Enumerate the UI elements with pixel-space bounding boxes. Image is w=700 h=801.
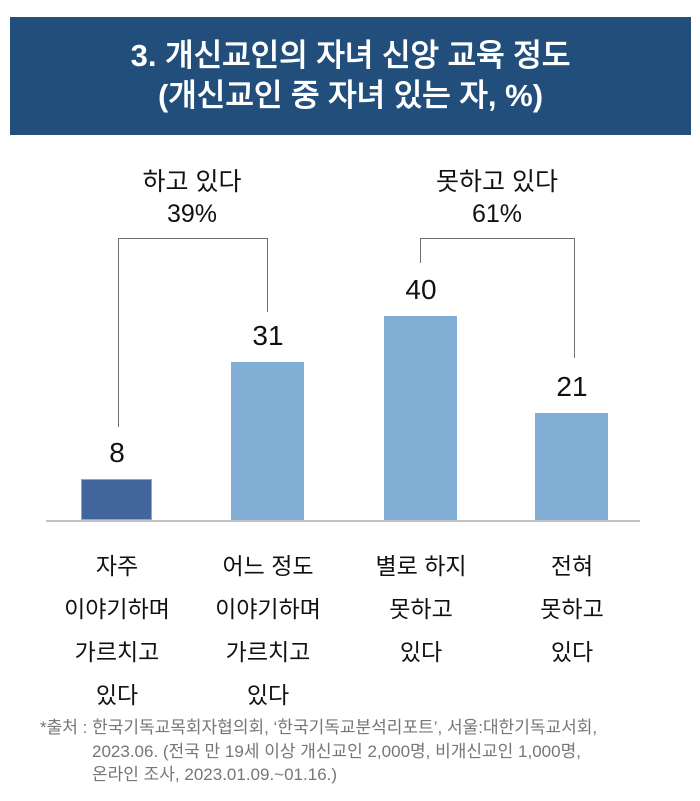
bracket-not-doing-right-leg: [574, 238, 575, 358]
bar-often-teaching: [81, 479, 152, 520]
source-note-line-2: 2023.06. (전국 만 19세 이상 개신교인 2,000명, 비개신교인…: [92, 741, 581, 761]
x-axis-label-line: 자주: [95, 553, 139, 579]
group-percent: 39%: [166, 200, 218, 228]
bracket-doing-left-leg: [118, 238, 119, 427]
bar-never-teaching: [535, 413, 608, 520]
group-percent: 61%: [471, 200, 523, 228]
x-axis-label-line: 있다: [246, 682, 290, 708]
source-note-line-1: *출처 : 한국기독교목회자협의회, ‘한국기독교분석리포트’, 서울:대한기독…: [40, 718, 598, 737]
x-axis-label-3: 별로 하지 못하고 있다: [341, 545, 501, 674]
source-note: *출처 : 한국기독교목회자협의회, ‘한국기독교분석리포트’, 서울:대한기독…: [40, 716, 670, 787]
bracket-not-doing-horizontal: [420, 238, 575, 239]
bar-value-label-3: 40: [405, 274, 437, 305]
x-axis-label-line: 별로 하지: [375, 553, 467, 579]
x-axis-label-line: 어느 정도: [222, 553, 314, 579]
x-axis-label-1: 자주 이야기하며 가르치고 있다: [37, 545, 197, 717]
bracket-not-doing-left-leg: [420, 238, 421, 263]
x-axis-label-line: 있다: [550, 639, 594, 665]
x-axis-line: [46, 520, 640, 522]
page-title-line-1: 3. 개신교인의 자녀 신앙 교육 정도: [130, 38, 571, 73]
source-note-line-3: 온라인 조사, 2023.01.09.~01.16.): [92, 765, 338, 784]
group-label: 하고 있다: [142, 168, 242, 196]
x-axis-label-line: 이야기하며: [215, 596, 321, 622]
x-axis-label-4: 전혀 못하고 있다: [492, 545, 652, 674]
group-annotation-not-doing: 못하고 있다 61%: [397, 166, 597, 230]
bar-somewhat-teaching: [231, 362, 304, 520]
group-label: 못하고 있다: [436, 168, 558, 196]
x-axis-label-line: 못하고: [389, 596, 453, 622]
x-axis-label-2: 어느 정도 이야기하며 가르치고 있다: [188, 545, 348, 717]
x-axis-label-line: 전혀: [550, 553, 594, 579]
x-axis-label-line: 가르치고: [225, 639, 311, 665]
page-title-line-2: (개신교인 중 자녀 있는 자, %): [157, 78, 544, 113]
x-axis-label-line: 있다: [95, 682, 139, 708]
x-axis-label-line: 있다: [399, 639, 443, 665]
x-axis-label-line: 가르치고: [74, 639, 160, 665]
title-banner: 3. 개신교인의 자녀 신앙 교육 정도 (개신교인 중 자녀 있는 자, %): [10, 17, 691, 135]
bar-value-label-1: 8: [109, 437, 125, 468]
group-annotation-doing: 하고 있다 39%: [92, 166, 292, 230]
bar-value-label-4: 21: [556, 371, 588, 402]
x-axis-label-line: 못하고: [540, 596, 604, 622]
x-axis-label-line: 이야기하며: [64, 596, 170, 622]
bar-rarely-teaching: [384, 316, 457, 520]
bracket-doing-right-leg: [267, 238, 268, 312]
bar-value-label-2: 31: [252, 320, 284, 351]
bracket-doing-horizontal: [118, 238, 268, 239]
